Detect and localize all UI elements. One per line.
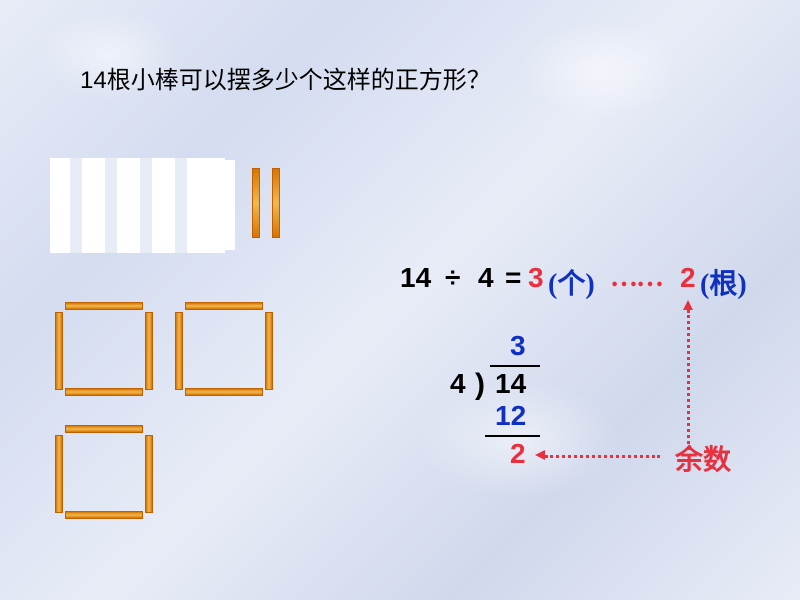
gap [105, 158, 117, 253]
stick [65, 425, 143, 433]
arrow-up-icon [683, 300, 693, 310]
stick [145, 312, 153, 390]
eq-remainder: 2 [680, 262, 696, 294]
eq-dividend: 14 [400, 262, 431, 294]
ld-remainder: 2 [510, 438, 526, 470]
stick [65, 511, 143, 519]
eq-qunit: (个) [548, 262, 595, 302]
ld-quotient: 3 [510, 330, 526, 362]
stick [65, 302, 143, 310]
ld-divisor: 4 [450, 368, 466, 400]
stick-remainder [252, 168, 260, 238]
stick-remainder [272, 168, 280, 238]
stick [185, 302, 263, 310]
eq-divisor: 4 [478, 262, 494, 294]
question-text: 14根小棒可以摆多少个这样的正方形？ [80, 60, 491, 95]
eq-dots: …… [610, 262, 662, 294]
gap [140, 158, 152, 253]
stick [175, 312, 183, 390]
stick [55, 435, 63, 513]
stick [65, 388, 143, 396]
stick [265, 312, 273, 390]
ld-bar2 [485, 435, 540, 437]
remainder-label: 余数 [675, 438, 731, 478]
eq-runit: (根) [700, 262, 747, 302]
dotted-line-h [545, 455, 660, 458]
ld-product: 12 [495, 400, 526, 432]
dotted-line-v [687, 310, 690, 450]
ld-dividend: 14 [495, 368, 526, 400]
bg-cloud [520, 20, 680, 120]
eq-eq: = [505, 262, 521, 294]
ld-paren: ) [475, 368, 485, 402]
ld-bar [490, 365, 540, 367]
eq-quotient: 3 [528, 262, 544, 294]
stick [185, 388, 263, 396]
stick [55, 312, 63, 390]
stick [145, 435, 153, 513]
eq-op: ÷ [445, 262, 460, 294]
gap [175, 158, 187, 253]
arrow-left-icon [535, 450, 545, 460]
gap [70, 158, 82, 253]
